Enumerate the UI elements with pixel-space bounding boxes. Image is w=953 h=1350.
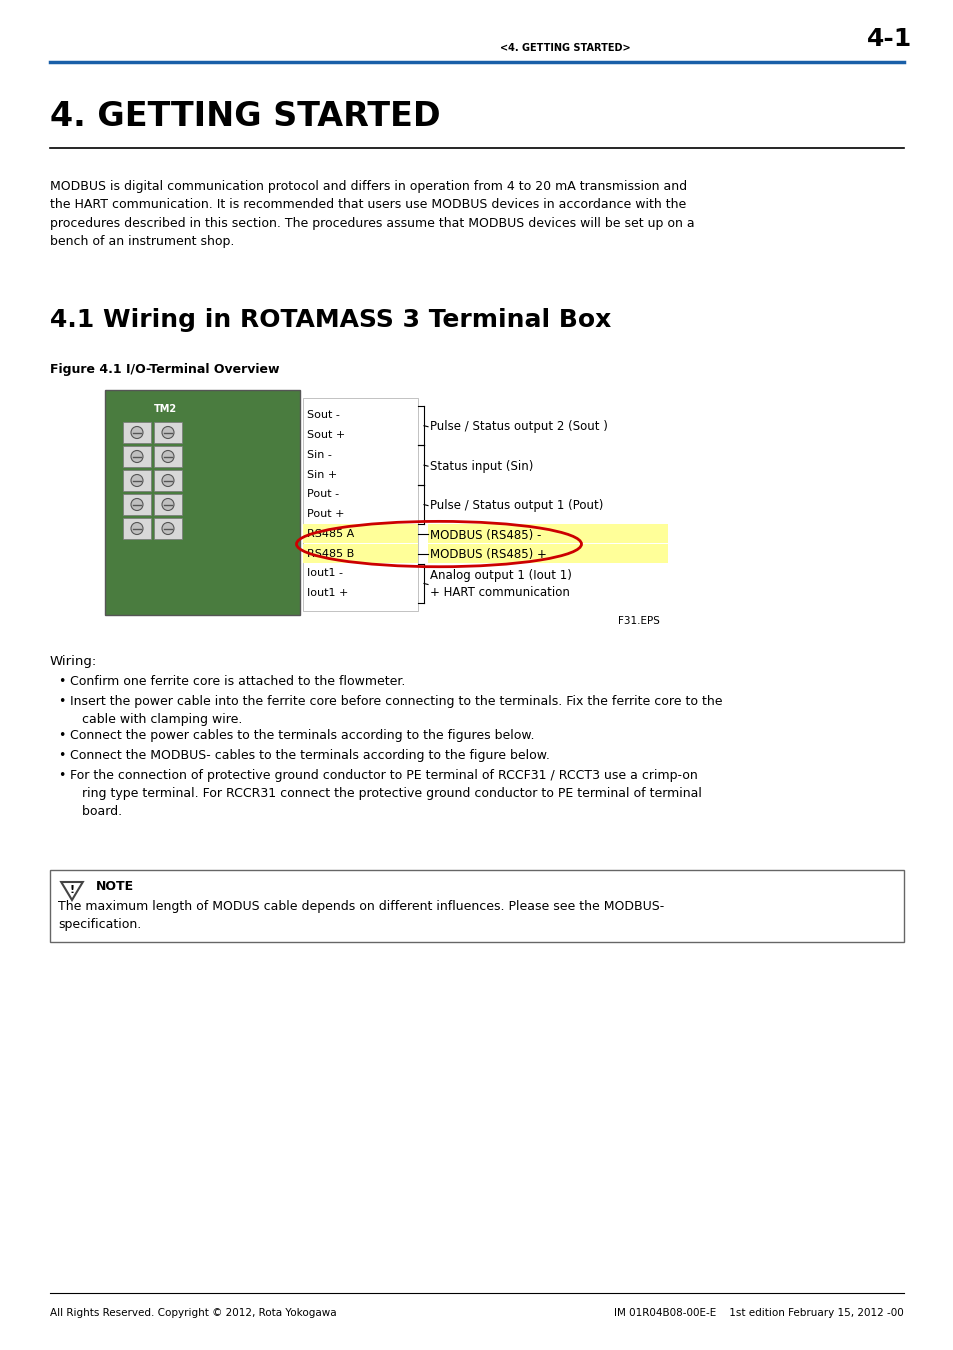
Text: •: • — [58, 695, 66, 707]
Text: RS485 A: RS485 A — [307, 529, 354, 539]
Text: Pout +: Pout + — [307, 509, 344, 520]
Bar — [123, 423, 151, 443]
Text: Connect the power cables to the terminals according to the figures below.: Connect the power cables to the terminal… — [70, 729, 534, 742]
Bar — [123, 446, 151, 467]
Circle shape — [162, 451, 173, 463]
Text: Sin -: Sin - — [307, 450, 332, 460]
Circle shape — [162, 498, 173, 510]
Bar — [153, 423, 182, 443]
Text: Sout -: Sout - — [307, 410, 339, 420]
Text: MODBUS (RS485) +: MODBUS (RS485) + — [430, 548, 546, 562]
Bar — [428, 524, 667, 543]
Text: IM 01R04B08-00E-E    1st edition February 15, 2012 -00: IM 01R04B08-00E-E 1st edition February 1… — [614, 1308, 903, 1318]
Bar — [153, 518, 182, 539]
Text: Analog output 1 (Iout 1)
+ HART communication: Analog output 1 (Iout 1) + HART communic… — [430, 570, 571, 599]
Text: Pulse / Status output 2 (Sout ): Pulse / Status output 2 (Sout ) — [430, 420, 607, 433]
Text: Connect the MODBUS- cables to the terminals according to the figure below.: Connect the MODBUS- cables to the termin… — [70, 749, 549, 761]
Text: Status input (Sin): Status input (Sin) — [430, 459, 533, 472]
Text: Pout -: Pout - — [307, 489, 338, 500]
Text: 4.1 Wiring in ROTAMASS 3 Terminal Box: 4.1 Wiring in ROTAMASS 3 Terminal Box — [50, 308, 611, 332]
Text: 4-1: 4-1 — [866, 27, 911, 51]
Circle shape — [131, 451, 143, 463]
Text: Wiring:: Wiring: — [50, 655, 97, 668]
Bar — [153, 494, 182, 514]
Text: •: • — [58, 675, 66, 688]
Text: !: ! — [70, 884, 74, 895]
Circle shape — [131, 474, 143, 486]
Bar — [50, 869, 903, 942]
Text: Sout +: Sout + — [307, 431, 345, 440]
Circle shape — [131, 522, 143, 535]
Text: For the connection of protective ground conductor to PE terminal of RCCF31 / RCC: For the connection of protective ground … — [70, 769, 701, 818]
Bar — [303, 398, 417, 612]
Polygon shape — [61, 882, 83, 900]
Bar — [303, 544, 417, 563]
Text: NOTE: NOTE — [96, 880, 134, 892]
Text: •: • — [58, 749, 66, 761]
Text: MODBUS (RS485) -: MODBUS (RS485) - — [430, 529, 540, 541]
Text: Insert the power cable into the ferrite core before connecting to the terminals.: Insert the power cable into the ferrite … — [70, 695, 721, 726]
Text: MODBUS is digital communication protocol and differs in operation from 4 to 20 m: MODBUS is digital communication protocol… — [50, 180, 694, 248]
Text: Confirm one ferrite core is attached to the flowmeter.: Confirm one ferrite core is attached to … — [70, 675, 405, 688]
Text: •: • — [58, 729, 66, 742]
Bar — [123, 494, 151, 514]
Circle shape — [162, 474, 173, 486]
Text: Sin +: Sin + — [307, 470, 337, 479]
Bar — [123, 470, 151, 491]
Bar — [123, 518, 151, 539]
Text: 4. GETTING STARTED: 4. GETTING STARTED — [50, 100, 440, 134]
Bar — [105, 390, 299, 616]
Text: Figure 4.1 I/O-Terminal Overview: Figure 4.1 I/O-Terminal Overview — [50, 363, 279, 377]
Text: F31.EPS: F31.EPS — [618, 616, 659, 626]
Bar — [153, 446, 182, 467]
Text: The maximum length of MODUS cable depends on different influences. Please see th: The maximum length of MODUS cable depend… — [58, 900, 663, 931]
Circle shape — [162, 427, 173, 439]
Text: RS485 B: RS485 B — [307, 548, 354, 559]
Bar — [428, 544, 667, 563]
Circle shape — [131, 498, 143, 510]
Bar — [303, 524, 417, 543]
Text: •: • — [58, 769, 66, 782]
Text: All Rights Reserved. Copyright © 2012, Rota Yokogawa: All Rights Reserved. Copyright © 2012, R… — [50, 1308, 336, 1318]
Text: Iout1 +: Iout1 + — [307, 589, 348, 598]
Text: <4. GETTING STARTED>: <4. GETTING STARTED> — [499, 43, 630, 53]
Circle shape — [131, 427, 143, 439]
Circle shape — [162, 522, 173, 535]
Text: TM2: TM2 — [153, 404, 176, 414]
Text: Pulse / Status output 1 (Pout): Pulse / Status output 1 (Pout) — [430, 500, 602, 512]
Bar — [153, 470, 182, 491]
Text: Iout1 -: Iout1 - — [307, 568, 343, 578]
